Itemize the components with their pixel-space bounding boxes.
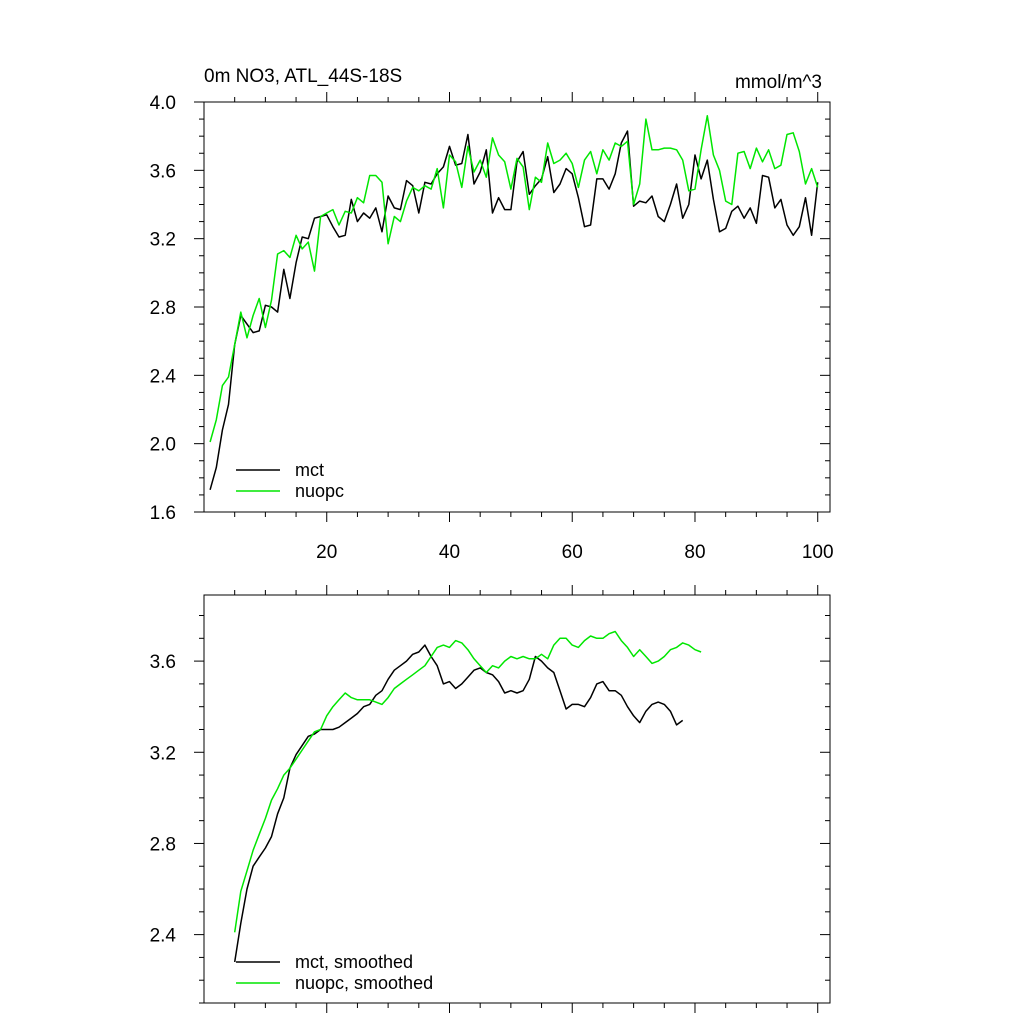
x-tick-label: 20 [316, 542, 337, 563]
y-tick-label: 4.0 [150, 93, 176, 114]
x-tick-label: 40 [439, 542, 460, 563]
chart-title-right: mmol/m^3 [735, 72, 822, 93]
y-tick-label: 2.8 [150, 298, 176, 319]
y-tick-label: 2.4 [150, 366, 177, 387]
series-line-mct [209, 130, 819, 491]
y-tick-label: 1.6 [150, 503, 176, 524]
chart-title-left: 0m NO3, ATL_44S-18S [204, 66, 402, 87]
x-tick-label: 60 [562, 542, 583, 563]
x-tick-label: 80 [684, 542, 705, 563]
legend-label: nuopc, smoothed [295, 973, 433, 993]
y-tick-label: 3.6 [150, 161, 176, 182]
series-line-nuopc-smoothed [233, 630, 702, 933]
series-line-mct-smoothed [233, 644, 684, 963]
legend-label: mct [295, 460, 324, 480]
legend-label: nuopc [295, 481, 344, 501]
y-tick-label: 3.2 [150, 230, 176, 251]
y-tick-label: 2.0 [150, 435, 176, 456]
top-panel: 20 40 60 80 100 1.6 2.0 2.4 2.8 3.2 3.6 4.0 0m NO3, … [150, 66, 834, 563]
y-tick-label: 2.4 [150, 926, 177, 947]
y-tick-label: 3.2 [150, 743, 176, 764]
y-tick-label: 2.8 [150, 834, 176, 855]
y-tick-label: 3.6 [150, 652, 176, 673]
series-line-nuopc [209, 114, 819, 443]
legend-label: mct, smoothed [295, 952, 413, 972]
x-tick-label: 100 [802, 542, 834, 563]
plot-frame [203, 594, 831, 1004]
